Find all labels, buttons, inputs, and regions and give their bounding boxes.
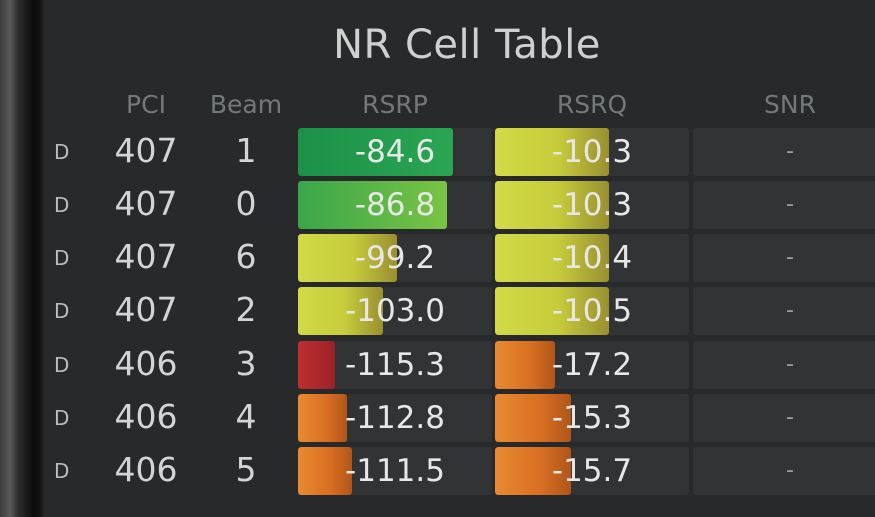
snr-cell: - bbox=[693, 287, 875, 335]
snr-value: - bbox=[786, 405, 794, 430]
rsrq-cell: -10.4 bbox=[495, 234, 689, 282]
pci-value: 406 bbox=[114, 397, 178, 436]
snr-value: - bbox=[786, 298, 794, 323]
snr-value: - bbox=[786, 458, 794, 483]
column-header-rsrq: RSRQ bbox=[556, 90, 628, 119]
pci-value: 407 bbox=[114, 237, 178, 276]
snr-cell: - bbox=[693, 447, 875, 495]
rsrq-bar bbox=[495, 447, 571, 495]
rsrp-bar bbox=[298, 394, 347, 442]
rsrq-value: -15.3 bbox=[551, 400, 633, 436]
snr-cell: - bbox=[693, 394, 875, 442]
rsrp-bar bbox=[298, 447, 352, 495]
beam-value: 1 bbox=[235, 131, 257, 170]
table-row[interactable]: D 407 2 -103.0 -10.5 - bbox=[44, 287, 875, 340]
rsrq-cell: -15.3 bbox=[495, 394, 689, 442]
rsrq-value: -10.3 bbox=[551, 134, 633, 170]
duplex-flag: D bbox=[54, 140, 70, 164]
rsrq-value: -10.5 bbox=[551, 293, 633, 329]
rsrq-bar bbox=[495, 341, 555, 389]
nr-cell-table-panel: NR Cell Table PCI Beam RSRP RSRQ SNR D 4… bbox=[44, 0, 875, 517]
rsrq-bar bbox=[495, 287, 609, 335]
rsrq-bar bbox=[495, 394, 571, 442]
table-row[interactable]: D 407 1 -84.6 -10.3 - bbox=[44, 128, 875, 181]
table-row[interactable]: D 407 0 -86.8 -10.3 - bbox=[44, 181, 875, 234]
pci-value: 407 bbox=[114, 184, 178, 223]
rsrp-cell: -111.5 bbox=[298, 447, 492, 495]
beam-value: 4 bbox=[235, 397, 257, 436]
rsrq-cell: -10.3 bbox=[495, 181, 689, 229]
duplex-flag: D bbox=[54, 246, 70, 270]
device-bezel bbox=[0, 0, 44, 517]
rsrp-value: -103.0 bbox=[345, 293, 445, 329]
rsrp-cell: -112.8 bbox=[298, 394, 492, 442]
rsrq-value: -10.3 bbox=[551, 187, 633, 223]
rsrp-cell: -99.2 bbox=[298, 234, 492, 282]
rsrp-bar bbox=[298, 181, 447, 229]
beam-value: 5 bbox=[235, 450, 257, 489]
pci-value: 407 bbox=[114, 290, 178, 329]
rsrp-bar bbox=[298, 287, 383, 335]
rsrp-bar bbox=[298, 234, 397, 282]
rsrp-cell: -86.8 bbox=[298, 181, 492, 229]
beam-value: 6 bbox=[235, 237, 257, 276]
table-row[interactable]: D 406 5 -111.5 -15.7 - bbox=[44, 447, 875, 500]
rsrp-bar bbox=[298, 128, 453, 176]
column-header-rsrp: RSRP bbox=[362, 90, 428, 119]
rsrq-value: -10.4 bbox=[551, 240, 633, 276]
pci-value: 406 bbox=[114, 450, 178, 489]
rsrq-bar bbox=[495, 128, 609, 176]
rsrq-cell: -15.7 bbox=[495, 447, 689, 495]
page-title: NR Cell Table bbox=[333, 22, 601, 68]
snr-cell: - bbox=[693, 128, 875, 176]
rsrq-value: -15.7 bbox=[551, 453, 633, 489]
table-row[interactable]: D 406 3 -115.3 -17.2 - bbox=[44, 341, 875, 394]
rsrp-value: -86.8 bbox=[354, 187, 436, 223]
rsrq-bar bbox=[495, 234, 609, 282]
rsrq-cell: -10.5 bbox=[495, 287, 689, 335]
duplex-flag: D bbox=[54, 353, 70, 377]
table-row[interactable]: D 406 4 -112.8 -15.3 - bbox=[44, 394, 875, 447]
rsrp-cell: -115.3 bbox=[298, 341, 492, 389]
rsrq-cell: -10.3 bbox=[495, 128, 689, 176]
snr-cell: - bbox=[693, 341, 875, 389]
beam-value: 0 bbox=[235, 184, 257, 223]
pci-value: 406 bbox=[114, 344, 178, 383]
snr-cell: - bbox=[693, 181, 875, 229]
duplex-flag: D bbox=[54, 406, 70, 430]
rsrp-cell: -103.0 bbox=[298, 287, 492, 335]
column-header-pci: PCI bbox=[126, 90, 166, 119]
snr-value: - bbox=[786, 139, 794, 164]
rsrp-value: -84.6 bbox=[354, 134, 436, 170]
rsrq-cell: -17.2 bbox=[495, 341, 689, 389]
column-header-snr: SNR bbox=[764, 90, 816, 119]
column-header-beam: Beam bbox=[209, 90, 283, 119]
rsrp-value: -112.8 bbox=[345, 400, 445, 436]
duplex-flag: D bbox=[54, 299, 70, 323]
snr-value: - bbox=[786, 352, 794, 377]
beam-value: 2 bbox=[235, 290, 257, 329]
table-row[interactable]: D 407 6 -99.2 -10.4 - bbox=[44, 234, 875, 287]
snr-value: - bbox=[786, 245, 794, 270]
pci-value: 407 bbox=[114, 131, 178, 170]
beam-value: 3 bbox=[235, 344, 257, 383]
rsrp-cell: -84.6 bbox=[298, 128, 492, 176]
snr-value: - bbox=[786, 192, 794, 217]
rsrp-bar bbox=[298, 341, 335, 389]
duplex-flag: D bbox=[54, 459, 70, 483]
rsrp-value: -115.3 bbox=[345, 347, 445, 383]
rsrp-value: -111.5 bbox=[345, 453, 445, 489]
snr-cell: - bbox=[693, 234, 875, 282]
rsrp-value: -99.2 bbox=[354, 240, 436, 276]
rsrq-value: -17.2 bbox=[551, 347, 633, 383]
duplex-flag: D bbox=[54, 193, 70, 217]
rsrq-bar bbox=[495, 181, 609, 229]
